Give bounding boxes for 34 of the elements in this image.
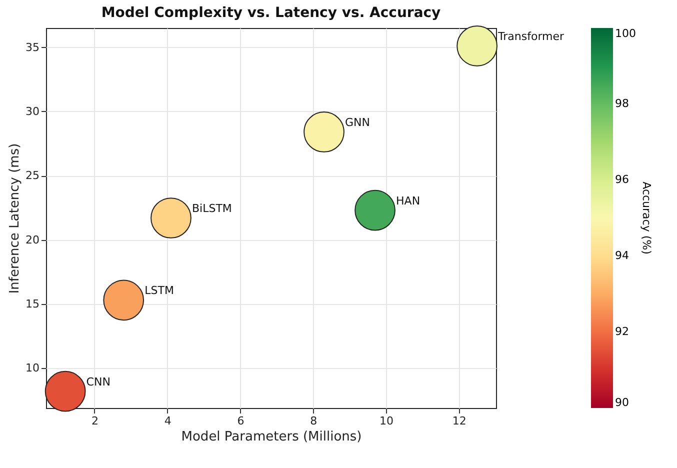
color-bar-label: 90 (615, 396, 629, 409)
y-tick-label: 15 (26, 298, 40, 311)
color-bar-label: 94 (615, 249, 629, 262)
y-tick-label: 20 (26, 233, 40, 246)
point (44, 370, 86, 412)
x-tick-label: 10 (379, 414, 394, 428)
point (304, 112, 344, 152)
point (354, 190, 396, 231)
annotation: GNN (345, 116, 370, 129)
y-tick-label: 30 (26, 104, 40, 118)
x-tick-label: 2 (91, 414, 98, 428)
point (456, 26, 498, 66)
color-bar-label: 98 (615, 97, 629, 110)
annotation: BiLSTM (192, 202, 232, 215)
chart-title: Model Complexity vs. Latency vs. Accuracy (101, 5, 441, 22)
y-tick-label: 10 (26, 362, 40, 375)
color-bar-label: 96 (615, 173, 629, 186)
annotation: Transformer (497, 30, 565, 43)
x-tick-label: 4 (164, 414, 172, 428)
color-bar-label: 92 (615, 325, 629, 338)
x-axis-title: Model Parameters (Millions) (181, 430, 362, 444)
y-axis-title: Inference Latency (ms) (8, 143, 23, 294)
point (150, 198, 192, 238)
y-tick-label: 25 (26, 169, 40, 182)
color-bar-label: 100 (615, 27, 636, 40)
color-bar-title: Accuracy (%) (640, 182, 653, 254)
annotation: CNN (86, 375, 110, 388)
point (103, 280, 144, 321)
y-tick-label: 35 (26, 40, 40, 54)
annotation: LSTM (144, 284, 174, 298)
x-tick-label: 6 (237, 414, 244, 428)
annotation: HAN (396, 194, 420, 208)
x-tick-label: 8 (310, 414, 318, 428)
x-tick-label: 12 (452, 414, 466, 428)
